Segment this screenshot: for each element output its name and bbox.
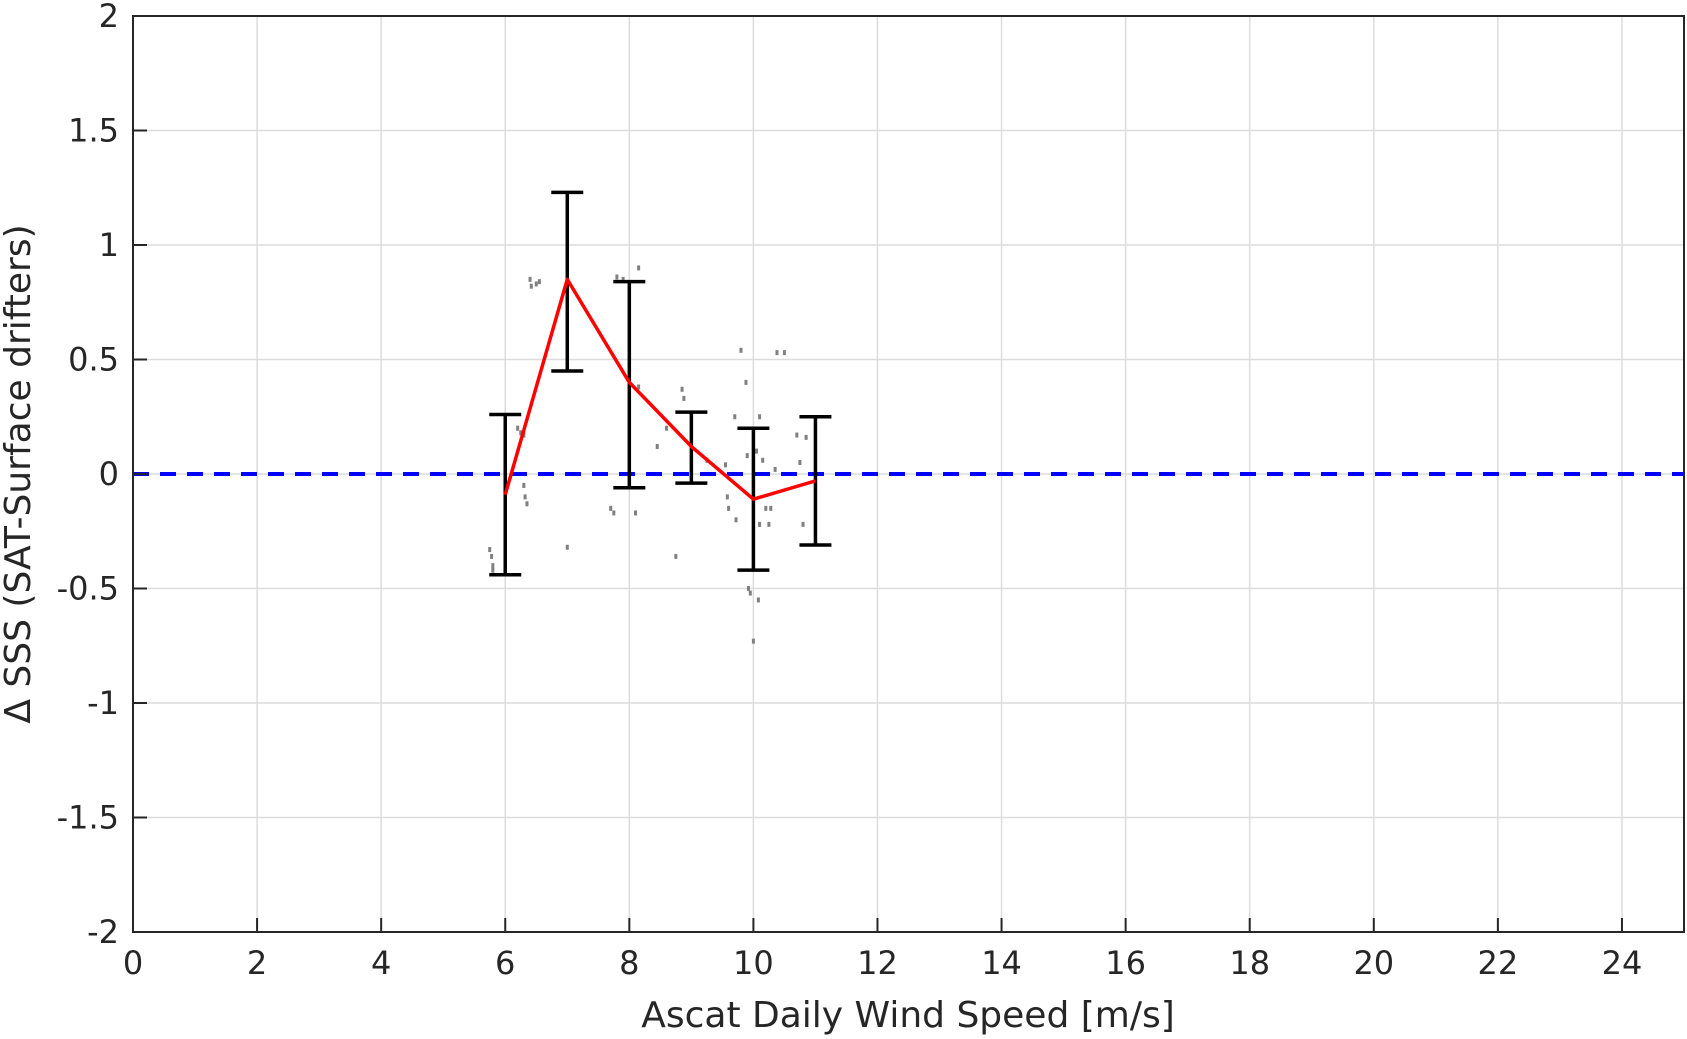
x-tick-label: 16 [1105,944,1146,982]
scatter-point [534,281,538,287]
scatter-point [674,553,678,559]
scatter-point [519,430,523,436]
y-axis: -2 -1.5 -1 -0.5 0 0.5 1 1.5 2 [57,0,147,951]
scatter-point [525,501,529,507]
scatter-point [739,347,743,353]
scatter-point [615,274,619,280]
scatter-point [767,521,771,527]
scatter-point [782,350,786,356]
y-tick-label: 0 [99,455,119,493]
scatter-point [665,425,669,431]
x-tick-label: 14 [981,944,1022,982]
scatter-point [733,414,737,420]
scatter-point [522,482,526,488]
x-tick-label: 22 [1478,944,1519,982]
scatter-point [609,505,613,511]
x-axis-title: Ascat Daily Wind Speed [m/s] [641,995,1175,1036]
x-tick-label: 6 [495,944,515,982]
scatter-point [756,597,760,603]
scatter-point [764,505,768,511]
scatter-point [734,517,738,523]
scatter-point [795,432,799,438]
scatter-point [725,494,729,500]
scatter-point [637,384,641,390]
scatter-point [637,265,641,271]
mean-series-line [503,277,816,501]
scatter-point [755,448,759,454]
scatter-point [801,521,805,527]
scatter-point [491,567,495,573]
y-tick-label: 2 [99,0,119,35]
scatter-point [751,638,755,644]
y-axis-title: Δ SSS (SAT-Surface drifters) [0,224,39,723]
scatter-point [804,434,808,440]
scatter-points [488,265,808,644]
scatter-point [491,563,495,569]
scatter-point [488,547,492,553]
x-tick-label: 18 [1229,944,1270,982]
scatter-point [523,494,527,500]
scatter-point [682,395,686,401]
scatter-point [612,510,616,516]
scatter-point [769,505,773,511]
scatter-point [746,586,750,591]
x-tick-label: 24 [1602,944,1643,982]
scatter-point [490,553,494,559]
y-tick-label: 0.5 [68,341,119,379]
scatter-point [680,386,684,392]
scatter-point [745,453,749,459]
scatter-point [758,521,762,527]
scatter-point [744,379,748,385]
x-tick-label: 12 [857,944,898,982]
scatter-point [798,460,802,466]
x-tick-label: 4 [371,944,391,982]
x-tick-label: 8 [619,944,639,982]
scatter-point [634,510,638,516]
scatter-point [621,276,625,282]
scatter-point [773,466,777,472]
y-tick-label: 1.5 [68,112,119,150]
scatter-point [723,462,727,468]
y-tick-label: -2 [87,913,119,951]
scatter-point [516,425,520,431]
mean-line [503,277,816,501]
y-tick-label: 1 [99,226,119,264]
x-tick-label: 0 [123,944,143,982]
y-tick-label: -1.5 [57,799,119,837]
scatter-point [727,505,731,511]
scatter-point [529,283,533,289]
x-tick-label: 2 [247,944,267,982]
scatter-point [655,444,659,450]
scatter-point [758,414,762,420]
scatter-point [537,279,541,285]
x-tick-label: 20 [1353,944,1394,982]
x-axis: 0 2 4 6 8 10 12 14 16 18 20 22 24 [123,918,1642,982]
scatter-point [775,350,779,356]
scatter-point [748,590,752,596]
y-tick-label: -0.5 [57,570,119,608]
scatter-point [528,276,532,282]
scatter-point [761,457,765,463]
scatter-point [565,544,569,550]
y-tick-label: -1 [87,684,119,722]
x-tick-label: 10 [733,944,774,982]
